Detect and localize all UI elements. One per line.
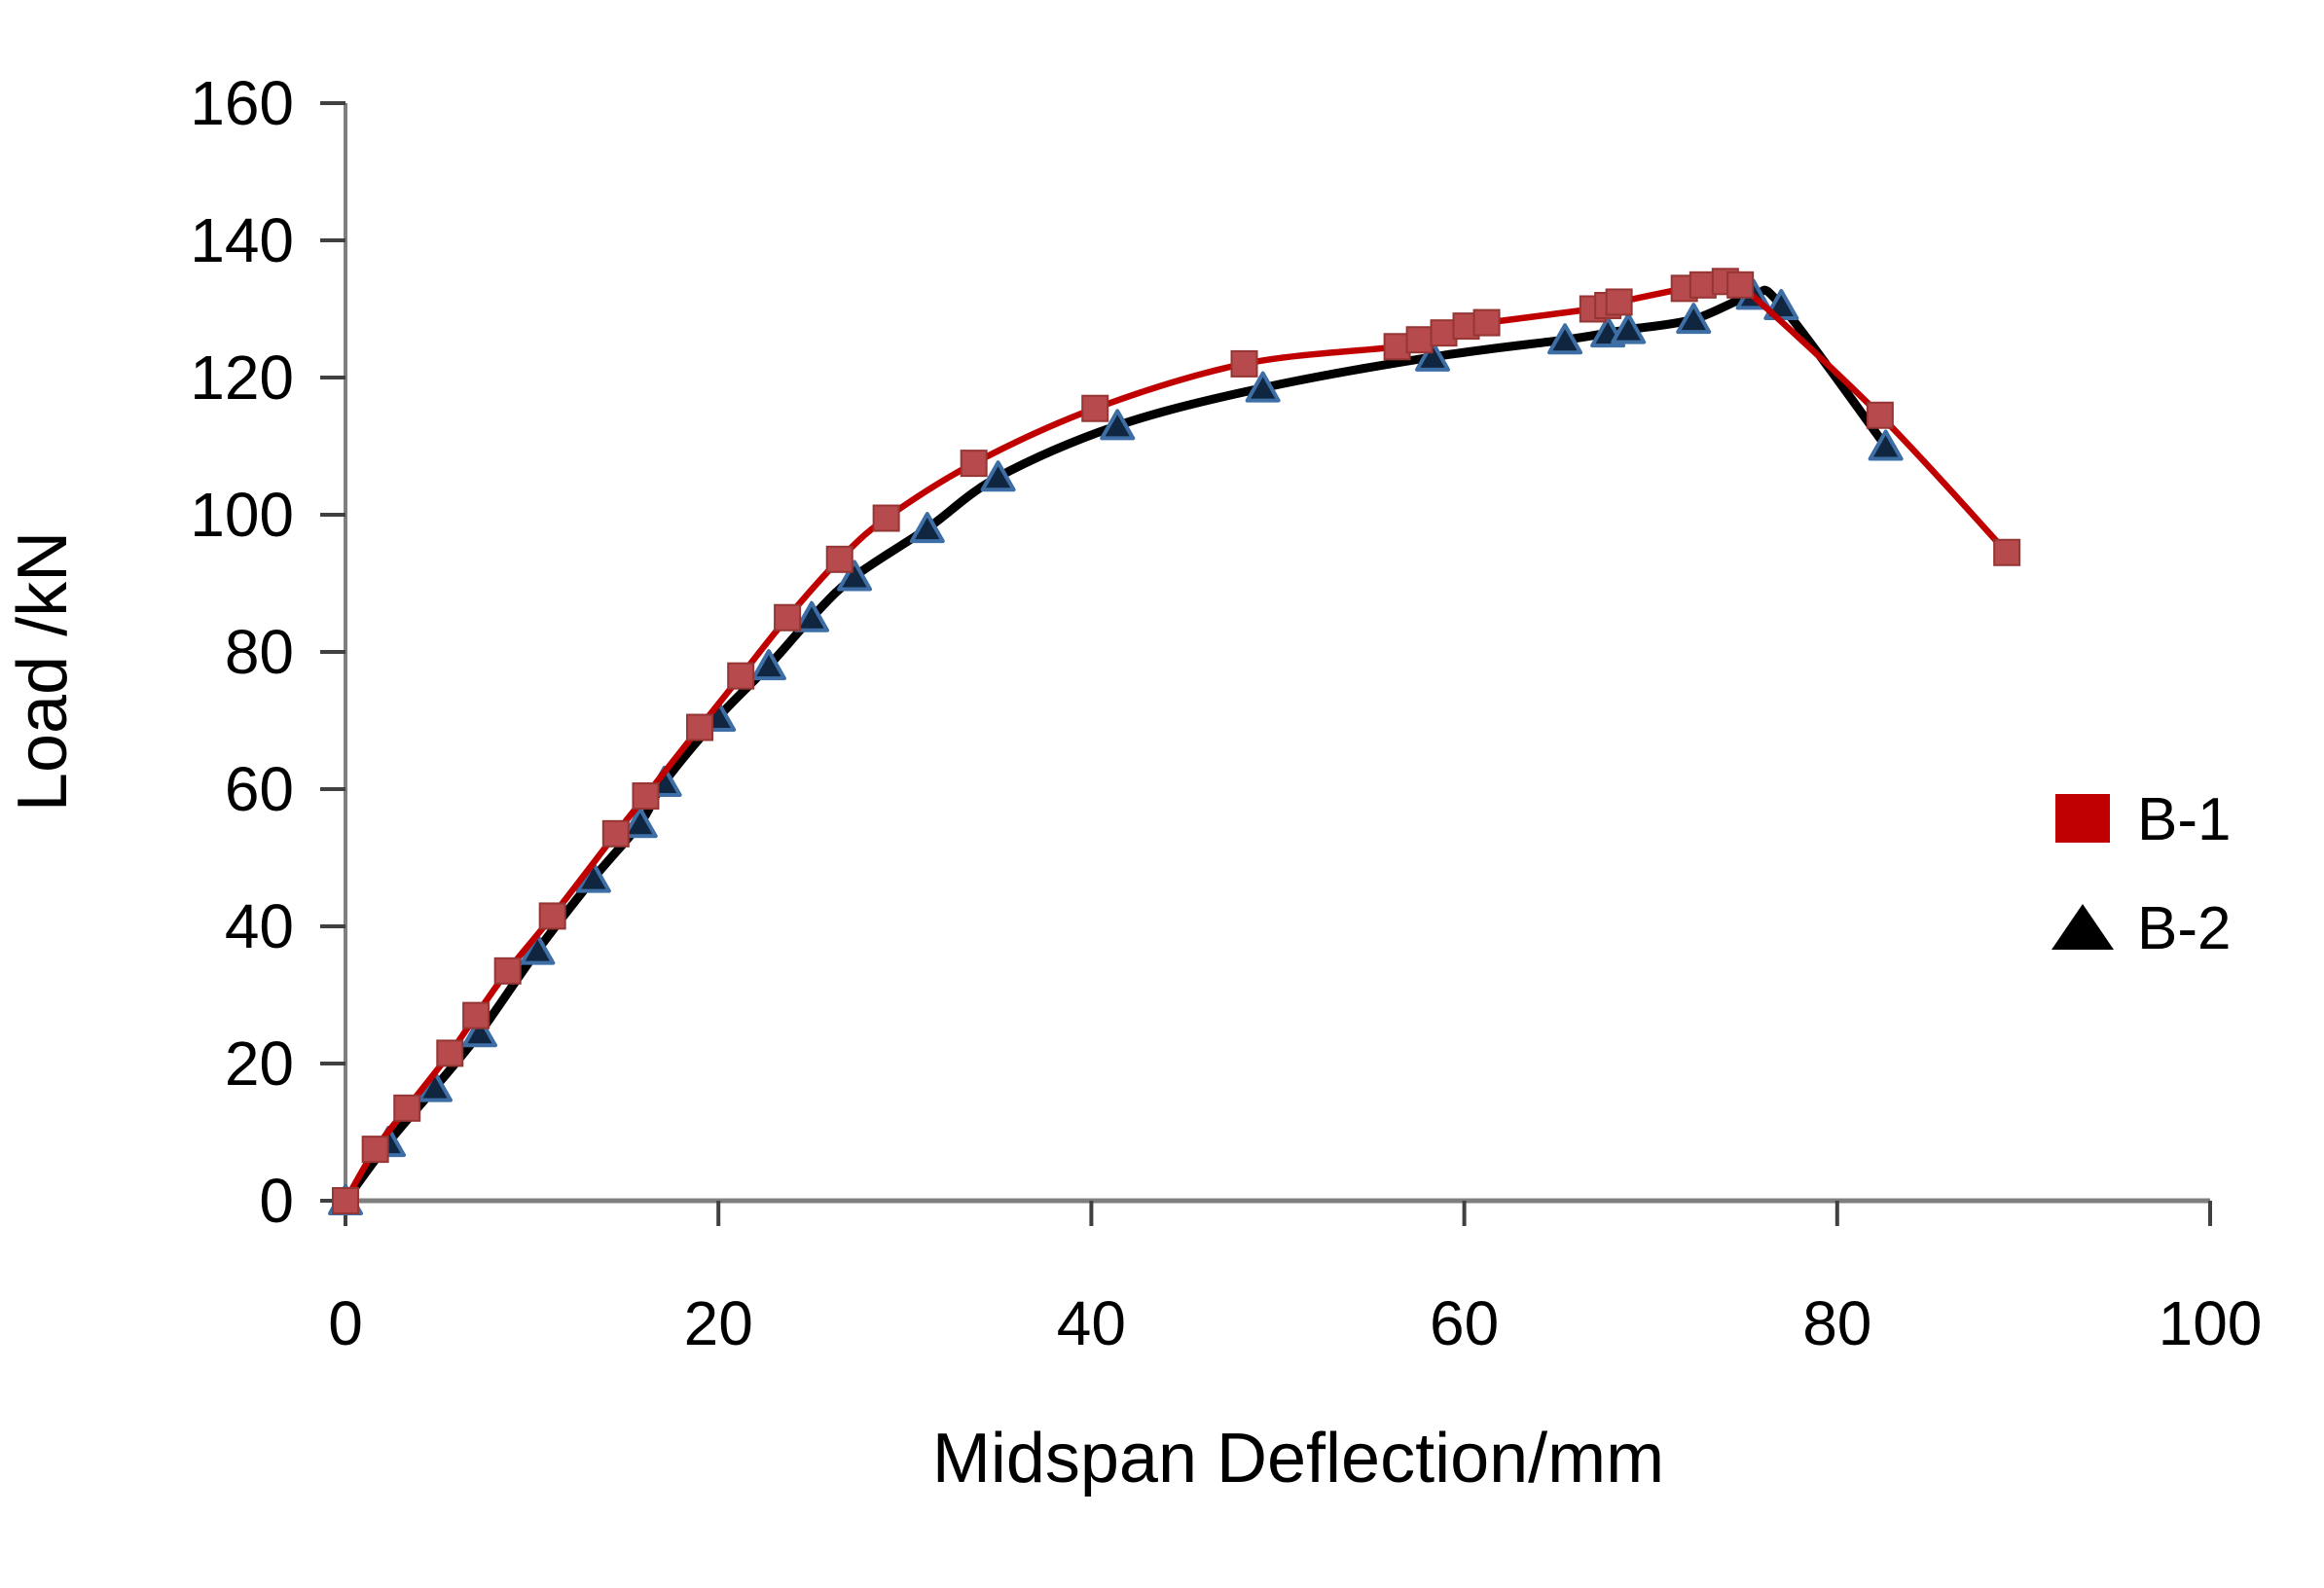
y-axis-title: Load /kN — [4, 531, 82, 812]
x-axis-title: Midspan Deflection/mm — [932, 1420, 1664, 1498]
series-B-2-marker — [1868, 429, 1904, 461]
y-tick-label: 100 — [190, 480, 294, 550]
series-B-2-marker — [1245, 371, 1281, 403]
series-B-1-marker — [960, 450, 988, 478]
y-tick-label: 160 — [190, 68, 294, 138]
x-tick-label: 40 — [1057, 1288, 1126, 1358]
series-B-2-marker — [794, 600, 829, 632]
series-B-1-marker — [1472, 308, 1501, 337]
y-tick-label: 60 — [225, 754, 294, 824]
series-B-1-marker — [393, 1094, 421, 1122]
y-tick-label: 120 — [190, 343, 294, 413]
series-B-2-marker — [837, 559, 873, 592]
x-tick-label: 20 — [684, 1288, 753, 1358]
series-B-1-marker — [872, 504, 900, 532]
series-B-1-marker — [774, 603, 802, 632]
x-tick-label: 100 — [2159, 1288, 2263, 1358]
series-B-2-marker — [1611, 312, 1647, 344]
series-B-2-marker — [1547, 323, 1583, 355]
series-B-1-marker — [686, 713, 714, 741]
y-tick-label: 40 — [225, 891, 294, 961]
y-tick-label: 140 — [190, 205, 294, 275]
legend-label-B-1: B-1 — [2137, 786, 2231, 853]
series-B-1-marker — [493, 956, 522, 985]
series-B-1-marker — [825, 545, 853, 573]
series-B-1-marker — [1993, 538, 2021, 566]
legend-marker-triangle — [2052, 904, 2114, 950]
series-B-1-marker — [462, 1001, 490, 1029]
series-B-1-marker — [1866, 401, 1894, 429]
series-B-1-marker — [632, 782, 660, 811]
series-B-1-marker — [1081, 394, 1109, 422]
series-B-2-marker — [980, 460, 1016, 492]
series-B-2-marker — [461, 1016, 497, 1048]
y-tick-label: 0 — [259, 1166, 294, 1236]
series-B-1-marker — [538, 902, 566, 930]
series-B-1-marker — [1383, 333, 1411, 361]
legend-marker-square — [2055, 794, 2110, 843]
series-B-1-marker — [436, 1039, 464, 1067]
series-B-1-marker — [1605, 288, 1633, 316]
series-B-1-marker — [1726, 271, 1755, 299]
series-B-2-marker — [520, 933, 556, 965]
series-B-1-marker — [332, 1187, 359, 1214]
series-B-1-line — [342, 271, 2011, 1205]
y-tick-label: 80 — [225, 617, 294, 687]
series-B-2-marker — [750, 649, 786, 681]
series-B-2-marker — [909, 512, 945, 544]
series-B-2-marker — [1100, 409, 1136, 441]
series-B-1-marker — [361, 1136, 389, 1164]
series-B-1-marker — [601, 819, 630, 848]
series-B-1-marker — [727, 662, 755, 690]
series-B-1-marker — [1430, 319, 1458, 347]
legend-label-B-2: B-2 — [2137, 895, 2231, 962]
x-tick-label: 60 — [1430, 1288, 1499, 1358]
x-tick-label: 80 — [1802, 1288, 1871, 1358]
y-tick-label: 20 — [225, 1029, 294, 1099]
series-B-2-marker — [1415, 340, 1451, 372]
series-B-1-marker — [1405, 326, 1434, 354]
series-B-2-marker — [1676, 303, 1712, 335]
series-B-1-marker — [1230, 349, 1258, 378]
x-tick-label: 0 — [328, 1288, 363, 1358]
series-B-2-marker — [622, 807, 658, 839]
